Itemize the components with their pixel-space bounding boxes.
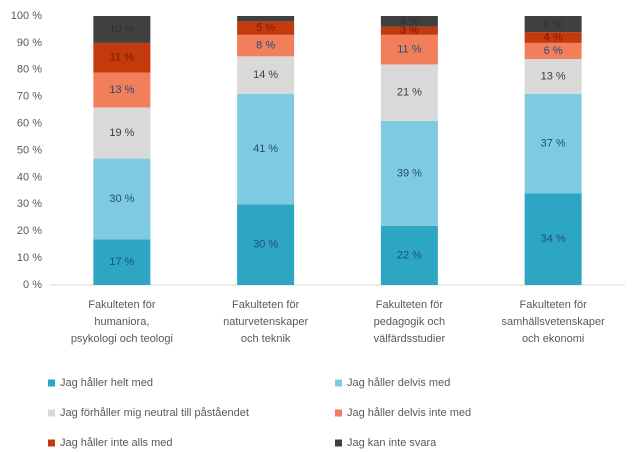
legend-label: Jag håller inte alls med [60, 437, 173, 449]
legend-label: Jag håller delvis inte med [347, 407, 471, 419]
bar-segment [524, 16, 582, 33]
bar-segment [237, 94, 295, 205]
bar-segment [93, 16, 151, 43]
y-tick-label: 30 % [17, 198, 42, 210]
legend-swatch [48, 409, 55, 417]
legend-swatch [335, 379, 342, 387]
y-tick-label: 60 % [17, 118, 42, 130]
bar-segment [524, 32, 582, 43]
x-tick-label-line: Fakulteten för [376, 299, 444, 311]
x-tick-label-line: Fakulteten för [88, 299, 156, 311]
bar-segment [237, 16, 295, 22]
legend-swatch [48, 439, 55, 447]
y-tick-label: 20 % [17, 225, 42, 237]
data-label: 5 % [256, 22, 275, 34]
x-tick-label-line: Fakulteten för [232, 299, 300, 311]
y-tick-label: 0 % [23, 279, 42, 291]
y-tick-label: 40 % [17, 171, 42, 183]
bar-segment [93, 42, 151, 73]
data-label: 10 % [109, 23, 134, 35]
bar-segment [237, 204, 295, 285]
data-label: 39 % [397, 167, 422, 179]
data-label: 3 % [400, 25, 419, 37]
x-tick-label-line: psykologi och teologi [71, 333, 173, 345]
legend-label: Jag håller helt med [60, 377, 153, 389]
data-label: 41 % [253, 143, 278, 155]
data-label: 13 % [541, 70, 566, 82]
y-tick-label: 100 % [11, 10, 42, 22]
bar-segment [93, 239, 151, 285]
data-label: 21 % [397, 87, 422, 99]
data-label: 37 % [541, 138, 566, 150]
legend-swatch [48, 379, 55, 387]
x-tick-label-line: humaniora, [94, 316, 149, 328]
data-label: 13 % [109, 84, 134, 96]
bar-segment [380, 26, 438, 35]
data-label: 4 % [400, 15, 419, 27]
data-label: 22 % [397, 249, 422, 261]
data-label: 14 % [253, 69, 278, 81]
data-label: 4 % [544, 31, 563, 43]
x-tick-label-line: naturvetenskaper [223, 316, 308, 328]
data-label: 6 % [544, 45, 563, 57]
y-tick-label: 70 % [17, 91, 42, 103]
bar-segment [237, 21, 295, 35]
x-tick-label-line: pedagogik och [374, 316, 446, 328]
x-tick-label: Fakulteten för pedagogik och välfärdsstudi… [374, 299, 446, 345]
x-tick-label-line: och ekonomi [522, 333, 584, 345]
x-tick-label: Fakulteten för naturvetenskaper och teknik [223, 299, 308, 345]
bar-segment [524, 42, 582, 60]
legend-swatch [335, 439, 342, 447]
y-tick-label: 80 % [17, 64, 42, 76]
legend-label: Jag förhåller mig neutral till påstående… [60, 407, 249, 419]
x-tick-label: Fakulteten för samhällsvetenskaper och eko… [501, 299, 605, 345]
data-label: 11 % [397, 44, 421, 56]
y-tick-label: 10 % [17, 252, 42, 264]
bar-segment [380, 225, 438, 285]
bar-segment [524, 59, 582, 95]
x-tick-label-line: och teknik [241, 333, 291, 345]
data-label: 17 % [109, 256, 134, 268]
bar-segment [380, 34, 438, 65]
y-tick-label: 50 % [17, 144, 42, 156]
bar-segment [524, 94, 582, 194]
data-label: 6 % [544, 18, 563, 30]
bar-segment [237, 34, 295, 57]
data-label: 8 % [256, 39, 275, 51]
data-label: 34 % [541, 233, 566, 245]
y-tick-label: 90 % [17, 37, 42, 49]
x-tick-label-line: Fakulteten för [519, 299, 587, 311]
bar-segment [524, 193, 582, 285]
data-label: 19 % [109, 127, 134, 139]
legend-swatch [335, 409, 342, 417]
x-tick-label-line: samhällsvetenskaper [501, 316, 605, 328]
bar-segment [93, 107, 151, 159]
x-tick-label: Fakulteten för humaniora, psykologi och te… [71, 299, 173, 345]
data-label: 30 % [109, 193, 134, 205]
bar-segment [237, 56, 295, 95]
x-tick-label-line: välfärdsstudier [374, 333, 446, 345]
bar-segment [93, 72, 151, 108]
bar-segment [93, 158, 151, 240]
bar-segment [380, 16, 438, 27]
data-label: 11 % [110, 52, 134, 64]
bar-segment [380, 64, 438, 121]
legend-label: Jag håller delvis med [347, 377, 450, 389]
legend-label: Jag kan inte svara [347, 437, 437, 449]
data-label: 30 % [253, 239, 278, 251]
bar-segment [380, 120, 438, 226]
